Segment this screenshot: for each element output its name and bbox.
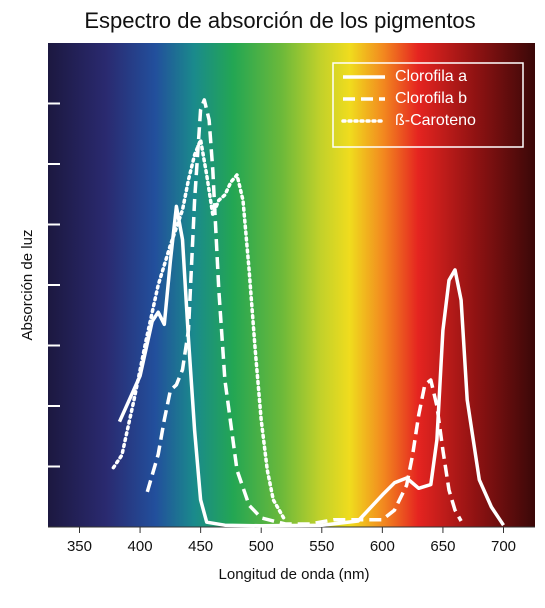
x-tick-label: 400	[128, 538, 153, 555]
x-tick-label: 450	[188, 538, 213, 555]
series-line	[111, 138, 288, 523]
chart-title: Espectro de absorción de los pigmentos	[84, 8, 475, 33]
spectrum-background	[48, 43, 535, 527]
series-line	[117, 204, 505, 528]
legend-box	[332, 62, 524, 148]
x-tick-label: 350	[67, 538, 92, 555]
x-axis-label: Longitud de onda (nm)	[219, 566, 370, 583]
series-line	[145, 98, 463, 526]
x-tick-label: 650	[430, 538, 455, 555]
x-tick-label: 500	[249, 538, 274, 555]
x-tick-label: 600	[370, 538, 395, 555]
x-tick-label: 550	[309, 538, 334, 555]
x-tick-label: 700	[491, 538, 516, 555]
legend-label: ß-Caroteno	[395, 112, 476, 129]
y-axis-label: Absorción de luz	[19, 230, 36, 341]
legend-label: Clorofila b	[395, 90, 467, 107]
legend-label: Clorofila a	[395, 68, 467, 85]
